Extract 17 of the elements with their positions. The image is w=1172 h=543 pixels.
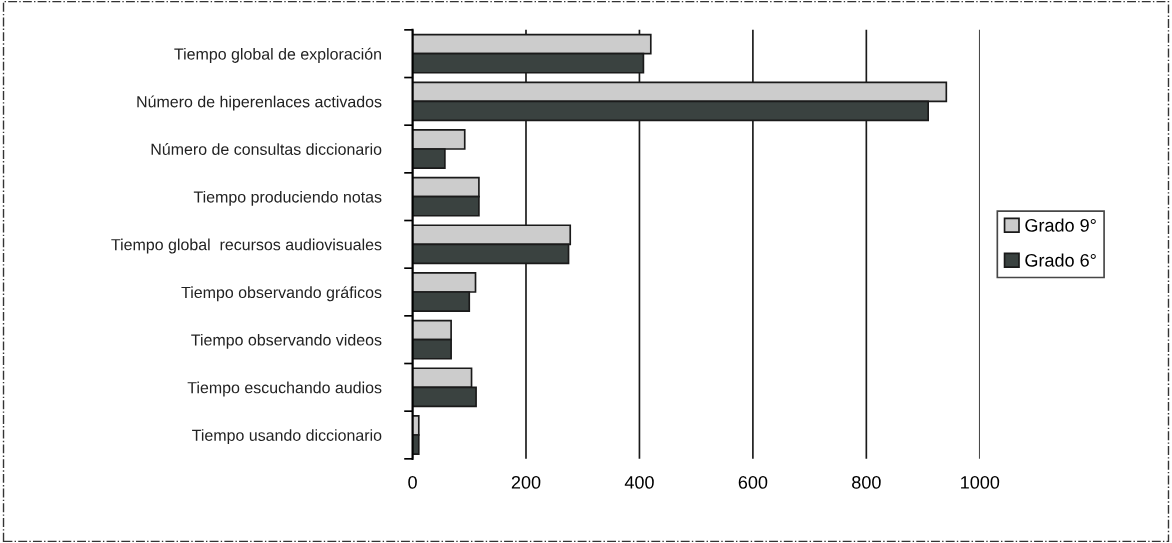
y-tick-label: Número de consultas diccionario (151, 143, 382, 155)
y-tick-label: Tiempo global de exploración (174, 47, 381, 63)
x-tick-label: 0 (408, 475, 417, 489)
x-tick-label: 1000 (961, 475, 1000, 489)
y-tick-label: Tiempo escuchando audios (187, 381, 382, 397)
y-tick-label: Tiempo observando gráficos (181, 286, 382, 302)
y-tick-label: Tiempo global recursos audiovisuales (111, 238, 382, 254)
y-tick-label: Tiempo observando videos (191, 333, 382, 349)
x-tick-label: 400 (624, 475, 654, 489)
x-tick-label: 600 (738, 475, 768, 489)
x-tick-label: 200 (511, 475, 541, 489)
legend-label: Grado 9° (1025, 218, 1096, 232)
y-tick-label: Tiempo usando diccionario (192, 429, 382, 445)
x-tick-label: 800 (852, 475, 881, 489)
y-tick-label: Tiempo produciendo notas (193, 190, 382, 206)
legend-label: Grado 6° (1025, 253, 1096, 267)
y-tick-label: Número de hiperenlaces activados (137, 95, 382, 111)
